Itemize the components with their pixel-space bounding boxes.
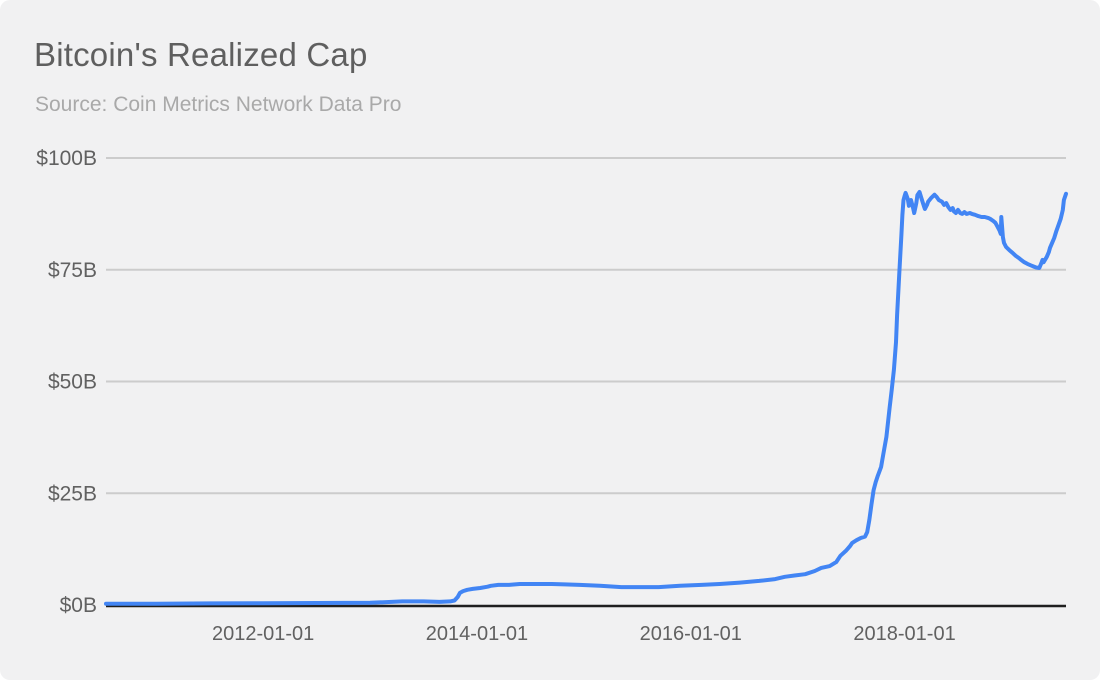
- x-tick-label: 2018-01-01: [853, 623, 955, 645]
- y-tick-label: $75B: [48, 259, 97, 282]
- chart-title: Bitcoin's Realized Cap: [34, 36, 368, 73]
- y-tick-label: $25B: [48, 482, 97, 505]
- realized-cap-series-line: [104, 190, 1068, 606]
- x-tick-label: 2016-01-01: [640, 623, 742, 645]
- y-tick-label: $100B: [36, 147, 97, 170]
- chart-source-subtitle: Source: Coin Metrics Network Data Pro: [35, 93, 402, 116]
- y-tick-label: $50B: [48, 371, 97, 394]
- x-tick-label: 2014-01-01: [426, 623, 528, 645]
- y-tick-label: $0B: [60, 594, 97, 617]
- x-tick-label: 2012-01-01: [212, 623, 314, 645]
